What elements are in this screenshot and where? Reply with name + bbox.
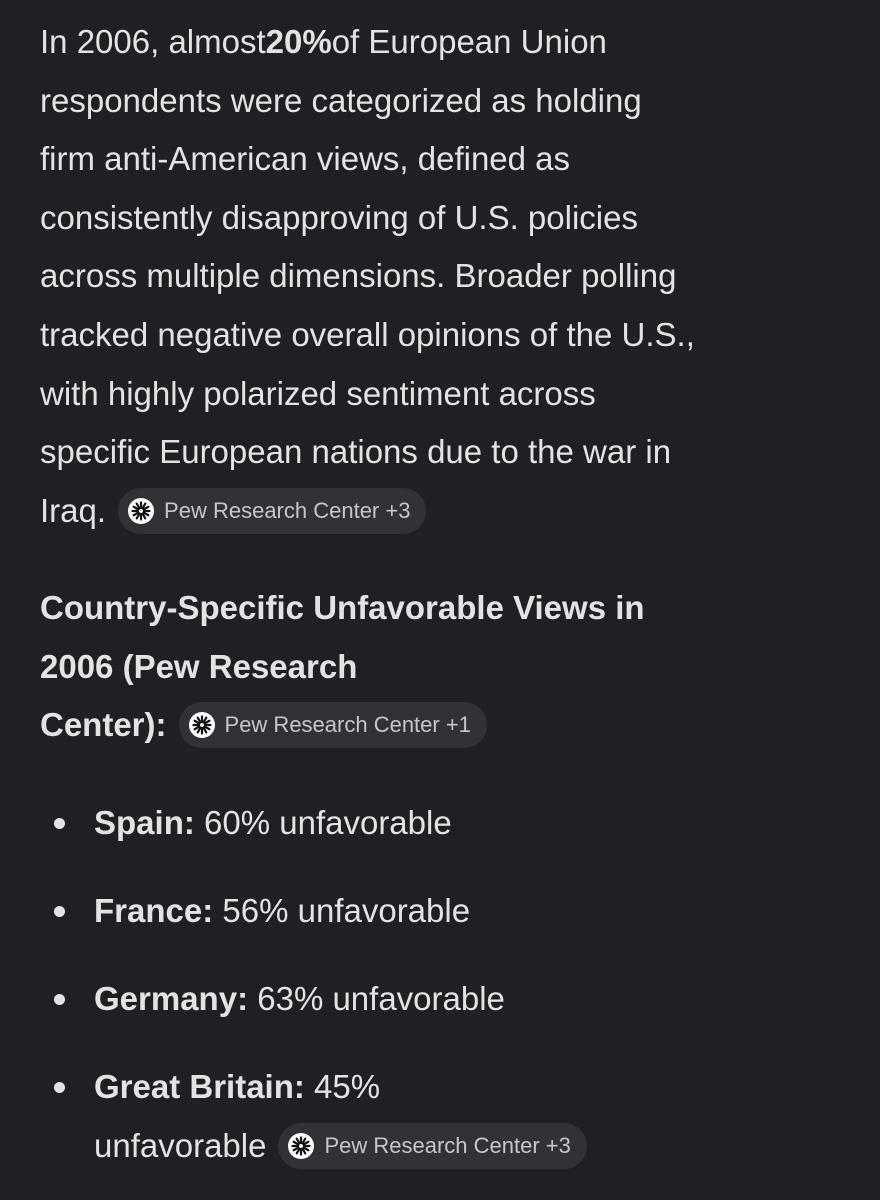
source-icon bbox=[128, 497, 155, 524]
text: tracked negative overall opinions of the… bbox=[40, 316, 695, 353]
text: Iraq. bbox=[40, 491, 107, 529]
item-label: Spain: bbox=[94, 804, 195, 841]
source-chip[interactable]: Pew Research Center +1 bbox=[178, 702, 487, 749]
list-item-line: France: 56% unfavorable bbox=[94, 882, 470, 940]
bullet bbox=[54, 818, 65, 829]
heading-line: Country-Specific Unfavorable Views in bbox=[40, 579, 645, 637]
list-item-line: unfavorable Pew Research Center +3 bbox=[94, 1117, 587, 1175]
space bbox=[213, 882, 222, 940]
item-text: 56% unfavorable bbox=[222, 892, 471, 929]
paragraph-line: tracked negative overall opinions of the… bbox=[40, 306, 695, 364]
text: specific European nations due to the war… bbox=[40, 433, 672, 471]
heading-text: 2006 (Pew Research bbox=[40, 647, 358, 685]
list-item-line: Spain: 60% unfavorable bbox=[94, 794, 452, 852]
bullet bbox=[54, 994, 65, 1005]
text: respondents were categorized as holding bbox=[40, 81, 642, 119]
paragraph-line: with highly polarized sentiment across bbox=[40, 365, 596, 423]
paragraph-line: firm anti-American views, defined as bbox=[40, 130, 570, 188]
heading-text: Country-Specific Unfavorable Views in bbox=[40, 589, 645, 626]
space bbox=[248, 970, 257, 1028]
item-text: 45% bbox=[314, 1068, 381, 1105]
item-label: France: bbox=[94, 892, 214, 929]
source-icon bbox=[188, 712, 215, 739]
space bbox=[305, 1058, 314, 1116]
paragraph-line: across multiple dimensions. Broader poll… bbox=[40, 247, 676, 305]
text: consistently disapproving of U.S. polici… bbox=[40, 198, 638, 236]
bullet bbox=[54, 1082, 65, 1093]
paragraph-line: specific European nations due to the war… bbox=[40, 423, 671, 481]
text: firm anti-American views, defined as bbox=[40, 140, 571, 178]
chip-label: Pew Research Center +1 bbox=[224, 712, 471, 738]
item-label: Germany: bbox=[94, 980, 249, 1017]
source-chip[interactable]: Pew Research Center +3 bbox=[278, 1123, 587, 1169]
text: with highly polarized sentiment across bbox=[40, 374, 596, 412]
source-icon bbox=[288, 1133, 315, 1159]
paragraph-line: respondents were categorized as holding bbox=[40, 72, 642, 130]
text: across multiple dimensions. Broader poll… bbox=[40, 257, 677, 295]
source-chip[interactable]: Pew Research Center +3 bbox=[118, 487, 427, 534]
paragraph-line: Iraq. Pew Research Center +3 bbox=[40, 482, 427, 540]
item-text: 60% unfavorable bbox=[204, 804, 452, 841]
chip-label: Pew Research Center +3 bbox=[324, 1133, 571, 1158]
space bbox=[195, 794, 204, 852]
text: of European Union bbox=[331, 23, 607, 60]
bold-text: 20% bbox=[265, 23, 332, 60]
heading-line: Center): Pew Research Center +1 bbox=[40, 696, 487, 754]
chip-label: Pew Research Center +3 bbox=[164, 497, 411, 523]
text: In 2006, almost bbox=[40, 23, 266, 60]
item-text: unfavorable bbox=[94, 1127, 267, 1164]
bullet bbox=[54, 906, 65, 917]
list-item-line: Great Britain: 45% bbox=[94, 1058, 380, 1116]
item-text: 63% unfavorable bbox=[257, 980, 505, 1017]
paragraph-line: In 2006, almost 20% of European Union bbox=[40, 13, 607, 71]
heading-text: Center): bbox=[40, 706, 167, 744]
paragraph-line: consistently disapproving of U.S. polici… bbox=[40, 189, 638, 247]
heading-line: 2006 (Pew Research bbox=[40, 638, 357, 696]
list-item-line: Germany: 63% unfavorable bbox=[94, 970, 505, 1028]
item-label: Great Britain: bbox=[94, 1068, 305, 1105]
